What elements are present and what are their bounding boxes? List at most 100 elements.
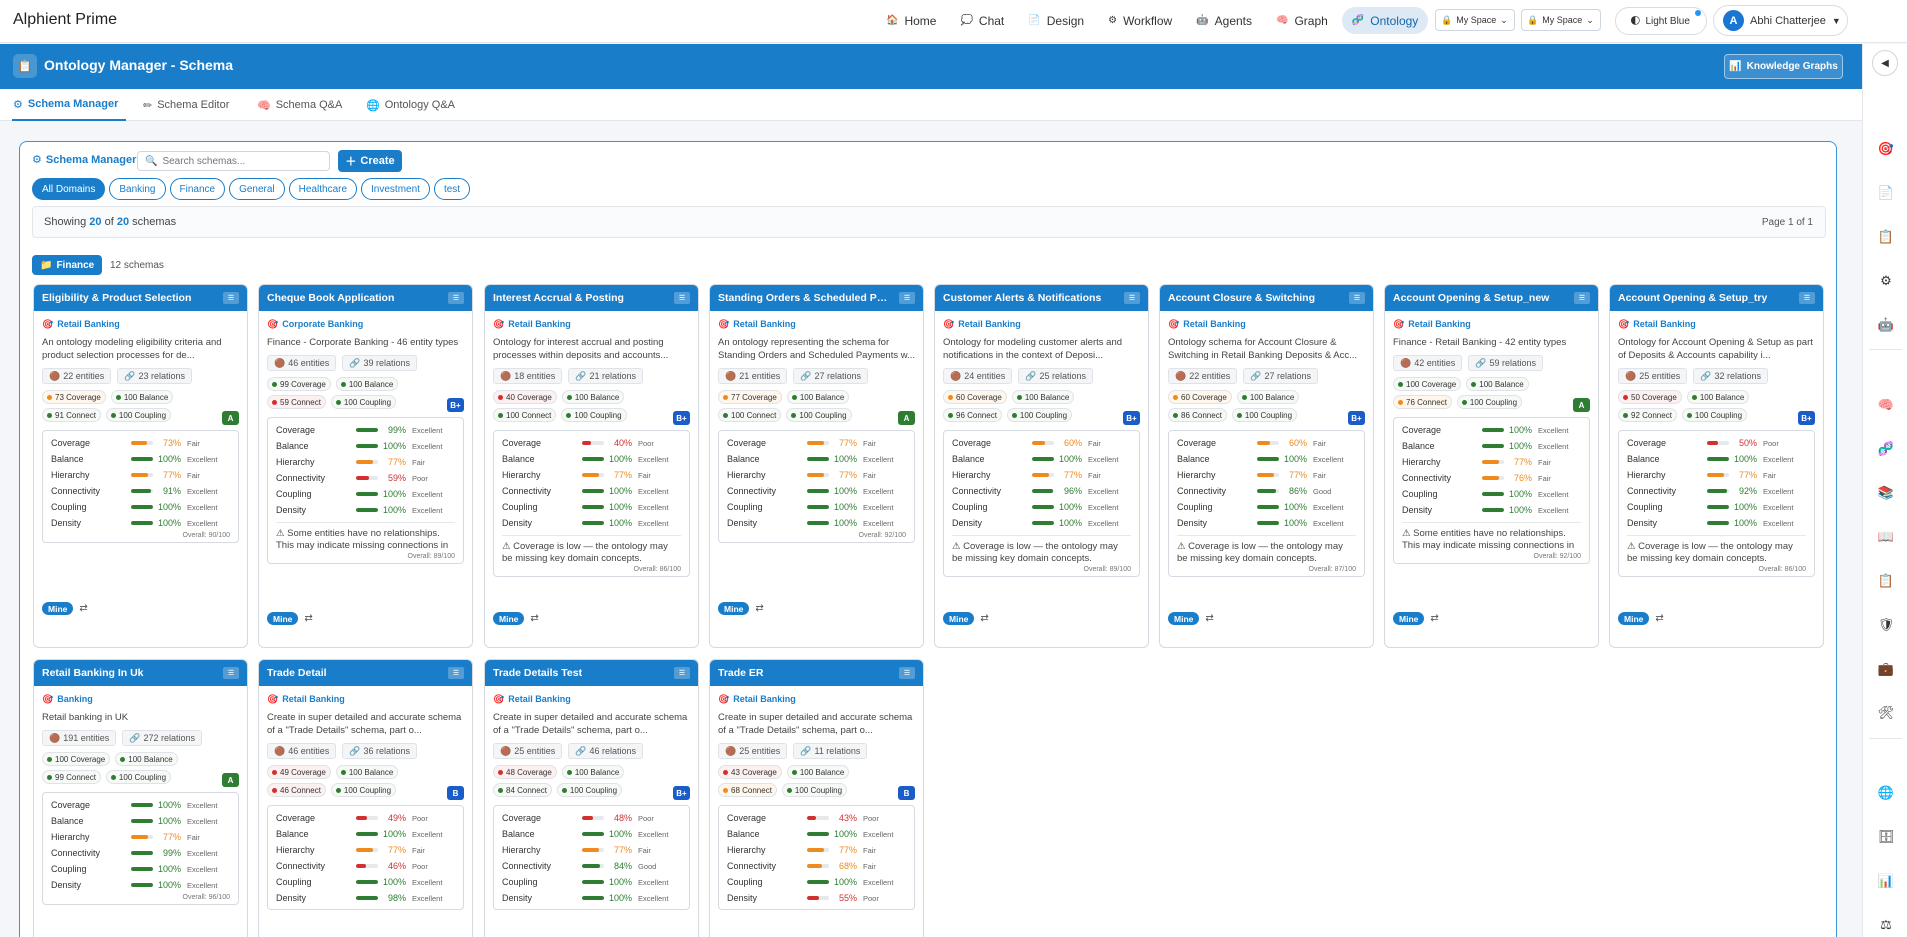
globe-icon[interactable]: 🌐: [1877, 785, 1895, 800]
schema-card[interactable]: Trade ER ☰ 🎯 Retail Banking Create in sup…: [709, 659, 924, 937]
database-icon[interactable]: 🗄: [1877, 829, 1895, 844]
card-title[interactable]: Retail Banking In Uk: [42, 667, 144, 679]
card-title[interactable]: Trade ER: [718, 667, 764, 679]
card-menu-icon[interactable]: ☰: [1349, 292, 1365, 304]
card-menu-icon[interactable]: ☰: [1799, 292, 1815, 304]
filter-chip[interactable]: test: [433, 178, 471, 200]
card-title[interactable]: Customer Alerts & Notifications: [943, 292, 1102, 304]
card-title[interactable]: Account Opening & Setup_try: [1618, 292, 1768, 304]
nav-design[interactable]: 📄 Design: [1018, 7, 1094, 34]
compare-icon[interactable]: ⇄: [1205, 613, 1214, 624]
nav-graph[interactable]: 🧠 Graph: [1266, 7, 1338, 34]
metric-bar: [1482, 492, 1504, 496]
schema-card[interactable]: Account Opening & Setup_try ☰ 🎯 Retail Ba…: [1609, 284, 1824, 648]
card-menu-icon[interactable]: ☰: [1574, 292, 1590, 304]
mine-badge[interactable]: Mine: [1393, 612, 1425, 625]
mine-badge[interactable]: Mine: [1168, 612, 1200, 625]
search-input[interactable]: [162, 155, 323, 167]
card-title[interactable]: Standing Orders & Scheduled Payments: [718, 292, 888, 304]
schema-card[interactable]: Standing Orders & Scheduled Payments ☰ 🎯…: [709, 284, 924, 648]
card-title[interactable]: Account Opening & Setup_new: [1393, 292, 1550, 304]
card-menu-icon[interactable]: ☰: [899, 667, 915, 679]
card-title[interactable]: Account Closure & Switching: [1168, 292, 1316, 304]
create-button[interactable]: ＋ Create: [338, 150, 402, 172]
compare-icon[interactable]: ⇄: [1655, 613, 1664, 624]
card-title[interactable]: Trade Detail: [267, 667, 327, 679]
dna-icon[interactable]: 🧬: [1877, 441, 1895, 456]
mine-badge[interactable]: Mine: [42, 602, 74, 615]
nav-workflow[interactable]: ⚙ Workflow: [1098, 7, 1182, 34]
filter-chip[interactable]: All Domains: [32, 178, 106, 200]
card-menu-icon[interactable]: ☰: [674, 667, 690, 679]
brand-logo[interactable]: Alphient Prime: [13, 11, 118, 28]
mine-badge[interactable]: Mine: [718, 602, 750, 615]
document-icon[interactable]: 📄: [1877, 185, 1895, 200]
card-title[interactable]: Interest Accrual & Posting: [493, 292, 624, 304]
tab-schema-manager[interactable]: ⚙ Schema Manager: [12, 89, 126, 121]
group-header-finance[interactable]: 📁 Finance: [32, 255, 103, 275]
nav-ontology[interactable]: 🧬 Ontology: [1341, 7, 1429, 34]
filter-chip[interactable]: Finance: [169, 178, 226, 200]
schema-card[interactable]: Trade Detail ☰ 🎯 Retail Banking Create in…: [258, 659, 473, 937]
card-menu-icon[interactable]: ☰: [448, 667, 464, 679]
filter-chip[interactable]: Healthcare: [288, 178, 358, 200]
knowledge-graphs-button[interactable]: 📊 Knowledge Graphs: [1724, 54, 1843, 79]
schema-card[interactable]: Customer Alerts & Notifications ☰ 🎯 Retai…: [934, 284, 1149, 648]
scales-icon[interactable]: ⚖: [1880, 917, 1892, 932]
card-menu-icon[interactable]: ☰: [674, 292, 690, 304]
tab-schema-editor[interactable]: ✏ Schema Editor: [143, 89, 229, 121]
card-title[interactable]: Trade Details Test: [493, 667, 583, 679]
schema-card[interactable]: Account Opening & Setup_new ☰ 🎯 Retail Ba…: [1384, 284, 1599, 648]
brain-icon[interactable]: 🧠: [1877, 397, 1895, 412]
card-title[interactable]: Eligibility & Product Selection: [42, 292, 192, 304]
filter-chip[interactable]: Investment: [361, 178, 430, 200]
bar-chart-icon[interactable]: 📊: [1877, 873, 1895, 888]
space-select-secondary[interactable]: 🔒 My Space ⌄: [1521, 9, 1601, 31]
clipboard-icon[interactable]: 📋: [1877, 229, 1895, 244]
mine-badge[interactable]: Mine: [493, 612, 525, 625]
schema-card[interactable]: Account Closure & Switching ☰ 🎯 Retail Ba…: [1159, 284, 1374, 648]
compare-icon[interactable]: ⇄: [304, 613, 313, 624]
tab-ontology-qa[interactable]: 🌐 Ontology Q&A: [366, 89, 455, 121]
tools-icon[interactable]: 🛠: [1877, 705, 1895, 720]
schema-card[interactable]: Trade Details Test ☰ 🎯 Retail Banking Cre…: [484, 659, 699, 937]
mine-badge[interactable]: Mine: [943, 612, 975, 625]
mine-badge[interactable]: Mine: [1618, 612, 1650, 625]
schema-card[interactable]: Retail Banking In Uk ☰ 🎯 Banking Retail b…: [33, 659, 248, 937]
notes-icon[interactable]: 📋: [1877, 573, 1895, 588]
card-menu-icon[interactable]: ☰: [223, 292, 239, 304]
mine-badge[interactable]: Mine: [267, 612, 299, 625]
target-icon[interactable]: 🎯: [1877, 141, 1895, 156]
card-menu-icon[interactable]: ☰: [223, 667, 239, 679]
schema-card[interactable]: Eligibility & Product Selection ☰ 🎯 Retai…: [33, 284, 248, 648]
briefcase-icon[interactable]: 💼: [1877, 661, 1895, 676]
filter-chip[interactable]: Banking: [109, 178, 166, 200]
space-select[interactable]: 🔒 My Space ⌄: [1435, 9, 1515, 31]
compare-icon[interactable]: ⇄: [755, 603, 764, 614]
card-title[interactable]: Cheque Book Application: [267, 292, 395, 304]
compare-icon[interactable]: ⇄: [79, 603, 88, 614]
gear-icon[interactable]: ⚙: [1880, 273, 1892, 288]
user-menu[interactable]: A Abhi Chatterjee ▼: [1713, 5, 1848, 36]
card-menu-icon[interactable]: ☰: [1124, 292, 1140, 304]
schema-card[interactable]: Cheque Book Application ☰ 🎯 Corporate Ban…: [258, 284, 473, 648]
robot-icon[interactable]: 🤖: [1877, 317, 1895, 332]
tab-schema-qa[interactable]: 🧠 Schema Q&A: [257, 89, 342, 121]
theme-button[interactable]: 🌓 Light Blue: [1615, 7, 1707, 35]
nav-home[interactable]: 🏠 Home: [876, 7, 946, 34]
books-icon[interactable]: 📚: [1877, 485, 1895, 500]
compare-icon[interactable]: ⇄: [1430, 613, 1439, 624]
nav-agents[interactable]: 🤖 Agents: [1186, 7, 1262, 34]
card-menu-icon[interactable]: ☰: [899, 292, 915, 304]
compare-icon[interactable]: ⇄: [530, 613, 539, 624]
compare-icon[interactable]: ⇄: [980, 613, 989, 624]
card-menu-icon[interactable]: ☰: [448, 292, 464, 304]
book-icon[interactable]: 📖: [1877, 529, 1895, 544]
nav-chat[interactable]: 💭 Chat: [950, 7, 1014, 34]
score-badge: 100 Coupling: [781, 783, 848, 797]
filter-chip[interactable]: General: [229, 178, 285, 200]
collapse-toggle-button[interactable]: ◀: [1872, 50, 1898, 76]
search-box[interactable]: 🔍: [137, 151, 330, 171]
schema-card[interactable]: Interest Accrual & Posting ☰ 🎯 Retail Ban…: [484, 284, 699, 648]
shield-icon[interactable]: 🛡: [1877, 617, 1895, 632]
